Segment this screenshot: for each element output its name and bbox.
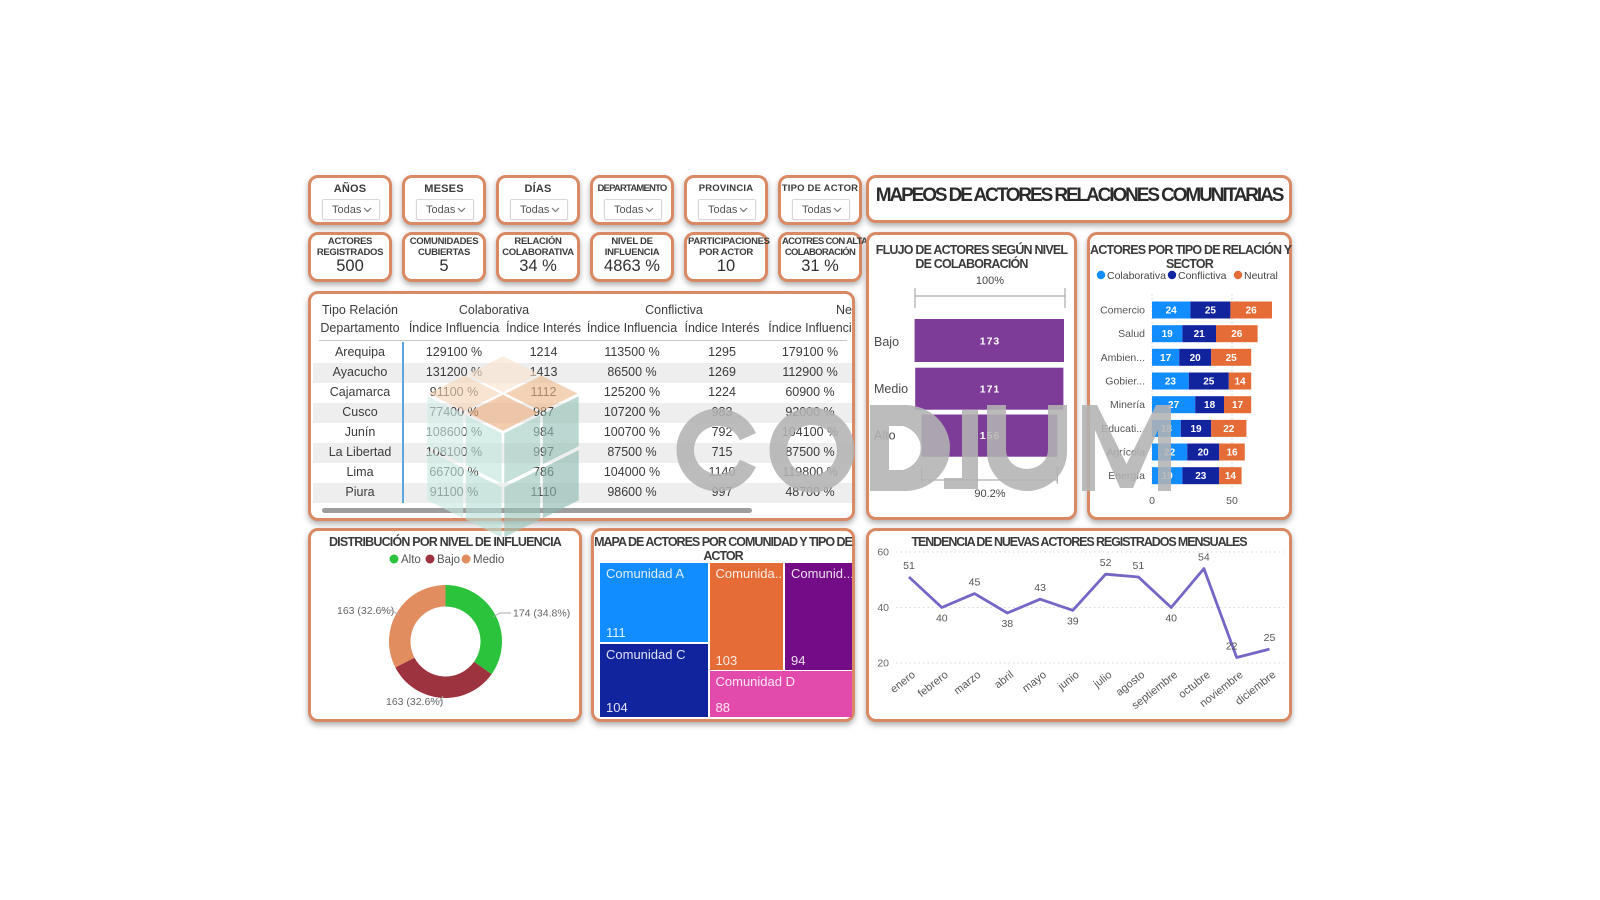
svg-text:40: 40: [1165, 613, 1177, 625]
svg-text:Ambien...: Ambien...: [1101, 352, 1145, 364]
svg-text:enero: enero: [888, 669, 918, 696]
svg-text:Minería: Minería: [1110, 399, 1145, 411]
svg-text:40: 40: [877, 602, 889, 614]
svg-text:Gobier...: Gobier...: [1105, 376, 1145, 388]
svg-text:38: 38: [1001, 618, 1013, 630]
svg-text:18: 18: [1204, 400, 1216, 411]
svg-text:20: 20: [1190, 353, 1202, 364]
svg-text:Conflictiva: Conflictiva: [1178, 270, 1227, 282]
svg-text:90.2%: 90.2%: [974, 488, 1005, 500]
svg-text:174 (34.8%): 174 (34.8%): [513, 608, 570, 620]
svg-text:60: 60: [877, 547, 889, 559]
svg-text:23: 23: [1195, 471, 1207, 482]
svg-text:16: 16: [1226, 448, 1238, 459]
svg-text:Medio: Medio: [473, 554, 504, 566]
svg-text:14: 14: [1234, 377, 1246, 388]
svg-text:Neutral: Neutral: [1244, 270, 1278, 282]
svg-text:163 (32.6%): 163 (32.6%): [386, 696, 443, 708]
svg-text:Bajo: Bajo: [874, 335, 899, 349]
svg-text:43: 43: [1034, 582, 1046, 594]
svg-text:27: 27: [1168, 400, 1180, 411]
svg-text:abril: abril: [992, 669, 1016, 691]
svg-text:24: 24: [1166, 306, 1178, 317]
svg-text:173: 173: [980, 336, 1001, 348]
svg-text:39: 39: [1067, 615, 1079, 627]
svg-text:100%: 100%: [976, 275, 1004, 287]
svg-text:26: 26: [1231, 329, 1243, 340]
svg-text:54: 54: [1198, 552, 1210, 564]
svg-text:junio: junio: [1055, 669, 1081, 693]
svg-text:19: 19: [1190, 424, 1202, 435]
svg-text:20: 20: [877, 658, 889, 670]
svg-text:20: 20: [1198, 448, 1210, 459]
svg-text:Bajo: Bajo: [437, 554, 460, 566]
svg-text:17: 17: [1160, 353, 1172, 364]
svg-text:Medio: Medio: [874, 382, 908, 396]
svg-text:0: 0: [1149, 495, 1155, 507]
svg-text:50: 50: [1226, 495, 1238, 507]
svg-text:14: 14: [1225, 471, 1237, 482]
svg-text:45: 45: [969, 577, 981, 589]
svg-text:Educati...: Educati...: [1101, 423, 1145, 435]
svg-text:25: 25: [1264, 632, 1276, 644]
svg-text:171: 171: [980, 384, 1001, 396]
svg-text:25: 25: [1226, 353, 1238, 364]
svg-text:Comercio: Comercio: [1100, 305, 1145, 317]
svg-text:Alto: Alto: [401, 554, 421, 566]
svg-text:19: 19: [1162, 329, 1174, 340]
svg-text:febrero: febrero: [916, 669, 951, 700]
svg-text:52: 52: [1100, 557, 1112, 569]
svg-text:22: 22: [1223, 424, 1235, 435]
svg-text:163 (32.6%): 163 (32.6%): [337, 605, 394, 617]
svg-text:51: 51: [903, 560, 915, 572]
svg-text:23: 23: [1165, 377, 1177, 388]
svg-text:Colaborativa: Colaborativa: [1107, 270, 1166, 282]
svg-text:22: 22: [1226, 640, 1238, 652]
svg-text:40: 40: [936, 613, 948, 625]
svg-text:51: 51: [1133, 560, 1145, 572]
svg-text:Salud: Salud: [1118, 328, 1145, 340]
svg-text:25: 25: [1203, 377, 1215, 388]
svg-text:julio: julio: [1091, 669, 1115, 691]
svg-text:mayo: mayo: [1020, 669, 1049, 695]
svg-text:21: 21: [1194, 329, 1206, 340]
svg-text:25: 25: [1205, 306, 1217, 317]
svg-text:marzo: marzo: [952, 669, 983, 697]
svg-text:17: 17: [1232, 400, 1244, 411]
svg-text:26: 26: [1246, 306, 1258, 317]
